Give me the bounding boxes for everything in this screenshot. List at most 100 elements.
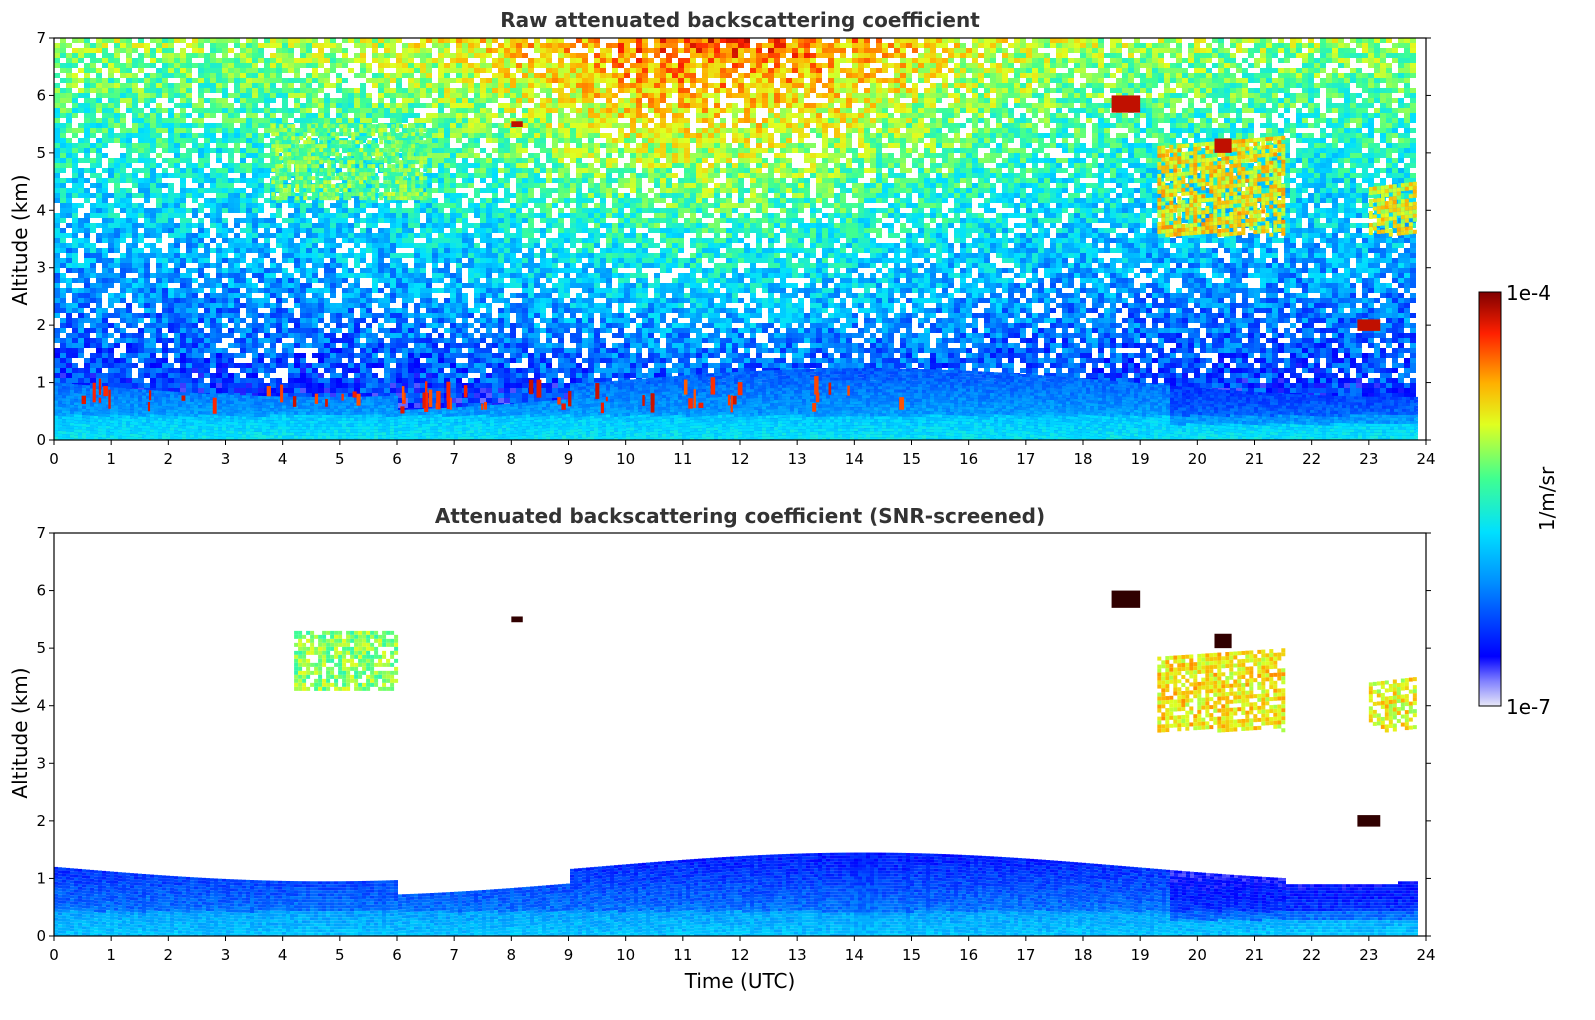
heatmap-cell <box>498 123 504 128</box>
heatmap-cell <box>810 163 816 168</box>
heatmap-cell <box>1218 78 1224 83</box>
heatmap-cell <box>414 113 420 118</box>
heatmap-cell <box>756 93 762 98</box>
heatmap-cell <box>1014 148 1020 153</box>
heatmap-cell <box>1074 108 1080 113</box>
heatmap-cell <box>1032 153 1038 158</box>
heatmap-cell <box>930 168 936 173</box>
heatmap-cell <box>1212 88 1218 93</box>
heatmap-cell <box>768 113 774 118</box>
heatmap-cell <box>516 133 522 138</box>
heatmap-cell <box>246 53 252 58</box>
heatmap-cell <box>864 38 870 43</box>
heatmap-cell <box>384 58 390 63</box>
heatmap-cell <box>1212 128 1218 133</box>
heatmap-cell <box>60 93 66 98</box>
heatmap-cell <box>1146 118 1152 123</box>
heatmap-cell <box>534 38 540 43</box>
heatmap-cell <box>1344 78 1350 83</box>
heatmap-cell <box>1170 48 1176 53</box>
heatmap-cell <box>234 68 240 73</box>
heatmap-cell <box>600 118 606 123</box>
heatmap-cell <box>126 93 132 98</box>
heatmap-cell <box>1044 123 1050 128</box>
heatmap-cell <box>444 68 450 73</box>
heatmap-cell <box>408 98 414 103</box>
heatmap-cell <box>870 153 876 158</box>
heatmap-cell <box>636 73 642 78</box>
heatmap-cell <box>504 138 510 143</box>
heatmap-cell <box>996 113 1002 118</box>
heatmap-cell <box>84 68 90 73</box>
heatmap-cell <box>54 93 60 98</box>
heatmap-cell <box>1026 73 1032 78</box>
heatmap-cell <box>198 53 204 58</box>
heatmap-cell <box>1218 48 1224 53</box>
heatmap-cell <box>588 98 594 103</box>
heatmap-cell <box>1284 58 1290 63</box>
heatmap-cell <box>384 38 390 43</box>
heatmap-cell <box>1284 103 1290 108</box>
heatmap-cell <box>72 158 78 163</box>
heatmap-cell <box>864 168 870 173</box>
heatmap-cell <box>318 128 324 133</box>
heatmap-cell <box>120 68 126 73</box>
heatmap-cell <box>252 48 258 53</box>
heatmap-cell <box>222 58 228 63</box>
heatmap-cell <box>1086 63 1092 68</box>
heatmap-cell <box>474 143 480 148</box>
heatmap-cell <box>414 53 420 58</box>
heatmap-cell <box>876 163 882 168</box>
heatmap-cell <box>114 158 120 163</box>
heatmap-cell <box>876 108 882 113</box>
heatmap-cell <box>522 148 528 153</box>
heatmap-cell <box>54 48 60 53</box>
heatmap-cell <box>1170 93 1176 98</box>
heatmap-cell <box>492 38 498 43</box>
heatmap-cell <box>1326 158 1332 163</box>
heatmap-cell <box>618 103 624 108</box>
heatmap-cell <box>822 123 828 128</box>
heatmap-cell <box>828 73 834 78</box>
heatmap-cell <box>336 63 342 68</box>
heatmap-cell <box>708 43 714 48</box>
heatmap-cell <box>852 113 858 118</box>
heatmap-cell <box>1320 48 1326 53</box>
heatmap-cell <box>528 63 534 68</box>
heatmap-cell <box>54 153 60 158</box>
heatmap-cell <box>810 128 816 133</box>
heatmap-cell <box>1026 143 1032 148</box>
heatmap-cell <box>396 118 402 123</box>
heatmap-cell <box>1152 78 1158 83</box>
heatmap-cell <box>612 68 618 73</box>
heatmap-cell <box>762 73 768 78</box>
heatmap-cell <box>474 168 480 173</box>
heatmap-cell <box>576 113 582 118</box>
heatmap-cell <box>1290 78 1296 83</box>
heatmap-cell <box>1152 53 1158 58</box>
heatmap-cell <box>1284 158 1290 163</box>
heatmap-cell <box>1308 168 1314 173</box>
heatmap-cell <box>1386 118 1392 123</box>
heatmap-cell <box>366 118 372 123</box>
heatmap-cell <box>432 58 438 63</box>
heatmap-cell <box>870 133 876 138</box>
heatmap-cell <box>378 98 384 103</box>
heatmap-cell <box>468 103 474 108</box>
heatmap-cell <box>66 93 72 98</box>
heatmap-cell <box>606 43 612 48</box>
heatmap-cell <box>1242 68 1248 73</box>
heatmap-cell <box>552 128 558 133</box>
heatmap-cell <box>1080 88 1086 93</box>
heatmap-cell <box>1380 128 1386 133</box>
heatmap-cell <box>1392 73 1398 78</box>
heatmap-cell <box>1026 93 1032 98</box>
heatmap-cell <box>1020 113 1026 118</box>
heatmap-cell <box>198 168 204 173</box>
heatmap-cell <box>1200 118 1206 123</box>
heatmap-cell <box>1338 118 1344 123</box>
heatmap-cell <box>900 123 906 128</box>
heatmap-cell <box>1326 153 1332 158</box>
heatmap-cell <box>252 83 258 88</box>
heatmap-cell <box>792 38 798 43</box>
